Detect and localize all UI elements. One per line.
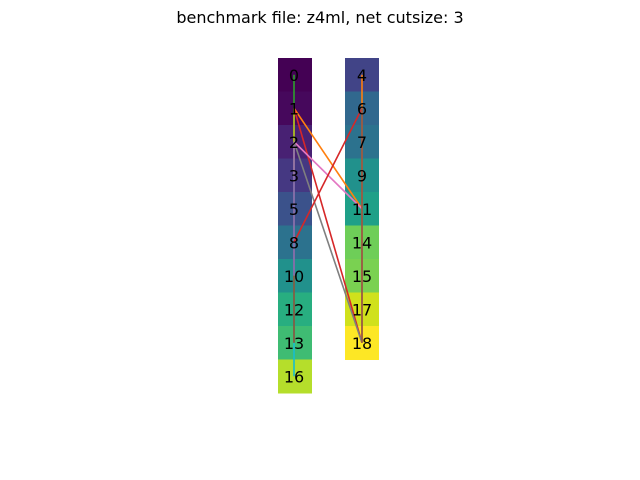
node-cell-0 [278,58,312,92]
node-label-8: 8 [289,233,299,252]
node-label-17: 17 [352,300,372,319]
diagram-title: benchmark file: z4ml, net cutsize: 3 [176,8,464,27]
node-label-3: 3 [289,166,299,185]
node-label-0: 0 [289,66,299,85]
edge-1-18 [293,108,363,343]
node-label-6: 6 [357,99,367,118]
node-cell-12 [278,292,312,327]
node-label-5: 5 [289,200,299,219]
node-label-7: 7 [357,133,367,152]
node-label-2: 2 [289,133,299,152]
node-cell-16 [278,359,312,394]
node-cell-8 [278,225,312,260]
node-label-11: 11 [352,200,372,219]
node-label-13: 13 [284,334,304,353]
node-label-14: 14 [352,233,372,252]
node-label-10: 10 [284,267,304,286]
node-cell-13 [278,326,312,360]
edge-2-18 [293,141,363,344]
edge-1-11 [293,107,363,210]
node-label-15: 15 [352,267,372,286]
node-cell-5 [278,192,312,226]
edges-layer [293,74,363,377]
edge-8-6 [293,107,363,243]
node-label-4: 4 [357,66,367,85]
node-label-9: 9 [357,166,367,185]
node-label-12: 12 [284,300,304,319]
node-label-18: 18 [352,334,372,353]
node-cell-10 [278,259,312,293]
node-label-16: 16 [284,367,304,386]
node-cell-3 [278,158,312,193]
node-label-1: 1 [289,99,299,118]
